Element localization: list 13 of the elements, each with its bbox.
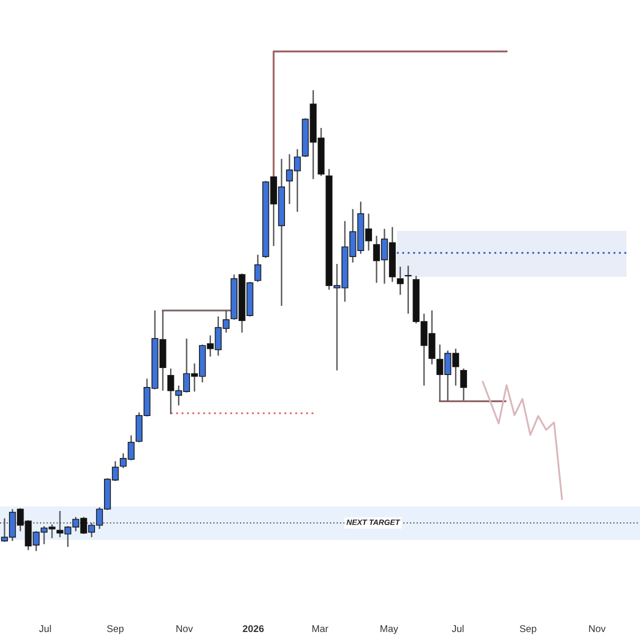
x-tick-label: Nov xyxy=(176,625,193,632)
x-tick-label: 2026 xyxy=(242,625,264,632)
candlestick xyxy=(254,254,262,283)
x-tick-label: Sep xyxy=(107,625,124,634)
x-tick-label: Sep xyxy=(520,625,536,634)
x-tick-label: Mar xyxy=(312,625,328,632)
x-tick-label: Jul xyxy=(452,624,464,632)
candlestick xyxy=(460,368,468,402)
candlestick xyxy=(396,266,404,296)
x-tick-label: Jul xyxy=(39,624,51,632)
candlestick xyxy=(404,265,412,314)
x-tick-label: May xyxy=(380,625,398,634)
x-tick-label: Nov xyxy=(589,625,606,632)
